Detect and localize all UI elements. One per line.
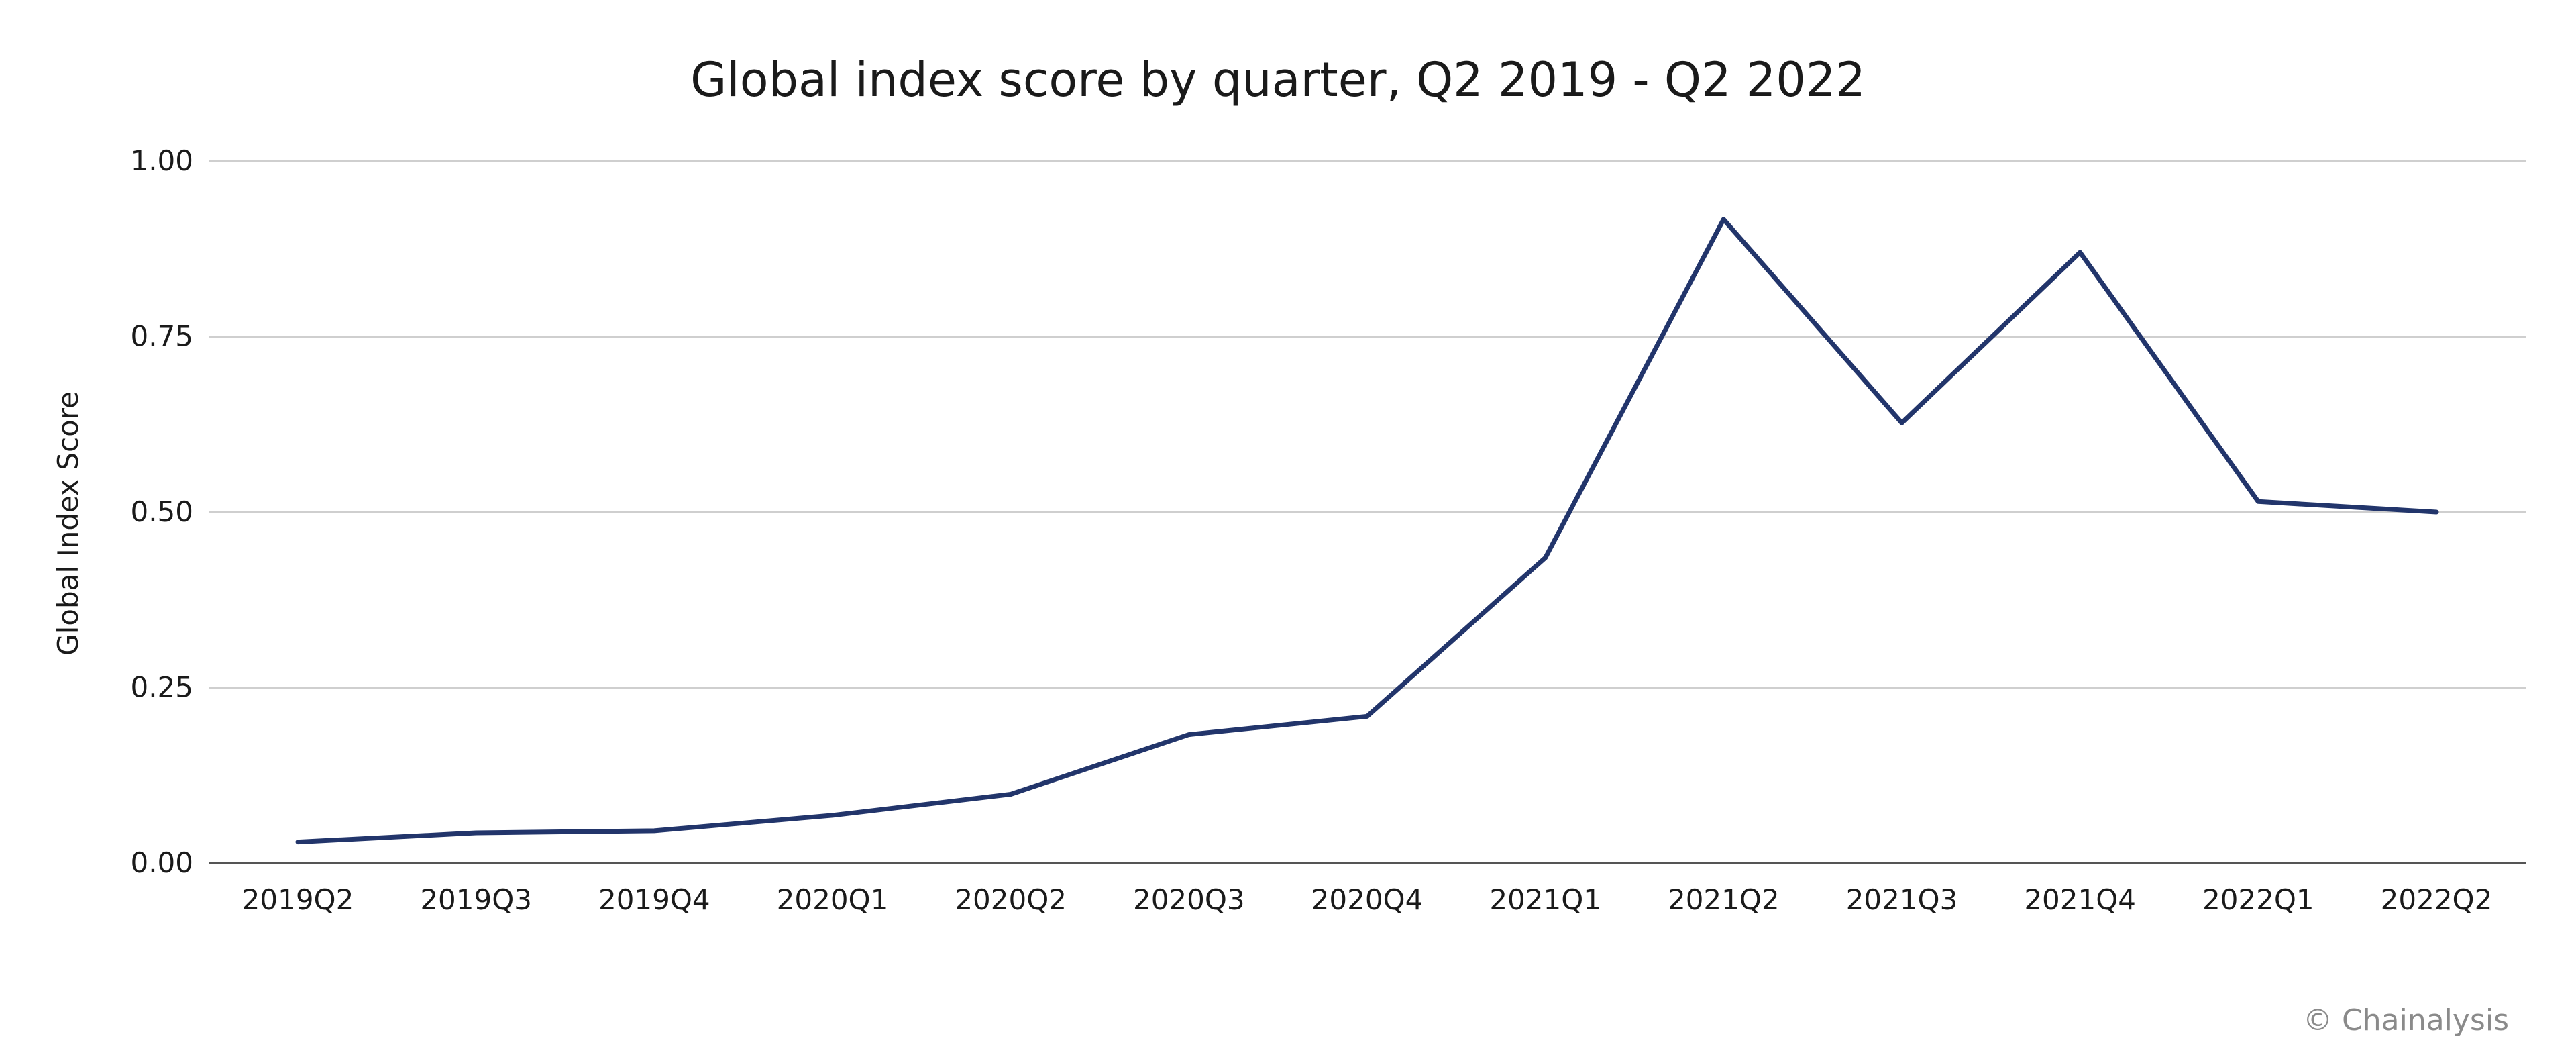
x-tick-label: 2020Q4 — [1311, 883, 1424, 916]
x-tick-label: 2019Q4 — [598, 883, 710, 916]
y-tick-label: 0.00 — [130, 846, 193, 879]
gridlines — [209, 160, 2526, 689]
x-tick-label: 2020Q2 — [955, 883, 1067, 916]
x-tick-label: 2022Q2 — [2381, 883, 2493, 916]
x-tick-label: 2019Q2 — [242, 883, 354, 916]
x-tick-label: 2021Q3 — [1846, 883, 1958, 916]
x-axis-ticks: 2019Q2 2019Q3 2019Q4 2020Q1 2020Q2 2020Q3 2020… — [242, 883, 2493, 916]
chart-title: Global index score by quarter, Q2 2019 -… — [690, 52, 1866, 107]
y-tick-label: 0.50 — [130, 495, 193, 528]
x-tick-label: 2021Q1 — [1489, 883, 1601, 916]
x-tick-label: 2020Q3 — [1133, 883, 1245, 916]
y-axis-label: Global Index Score — [52, 391, 85, 656]
x-tick-label: 2021Q4 — [2024, 883, 2136, 916]
series-lines — [295, 217, 2439, 845]
x-tick-label: 2022Q1 — [2202, 883, 2314, 916]
y-tick-label: 0.75 — [130, 320, 193, 353]
x-tick-label: 2021Q2 — [1668, 883, 1780, 916]
y-tick-label: 0.25 — [130, 671, 193, 704]
y-tick-label: 1.00 — [130, 144, 193, 177]
credit-text: © Chainalysis — [2303, 1003, 2509, 1038]
x-tick-label: 2020Q1 — [777, 883, 889, 916]
x-tick-label: 2019Q3 — [420, 883, 532, 916]
y-axis-ticks: 0.00 0.25 0.50 0.75 1.00 — [130, 144, 193, 879]
series-line — [295, 217, 2439, 845]
